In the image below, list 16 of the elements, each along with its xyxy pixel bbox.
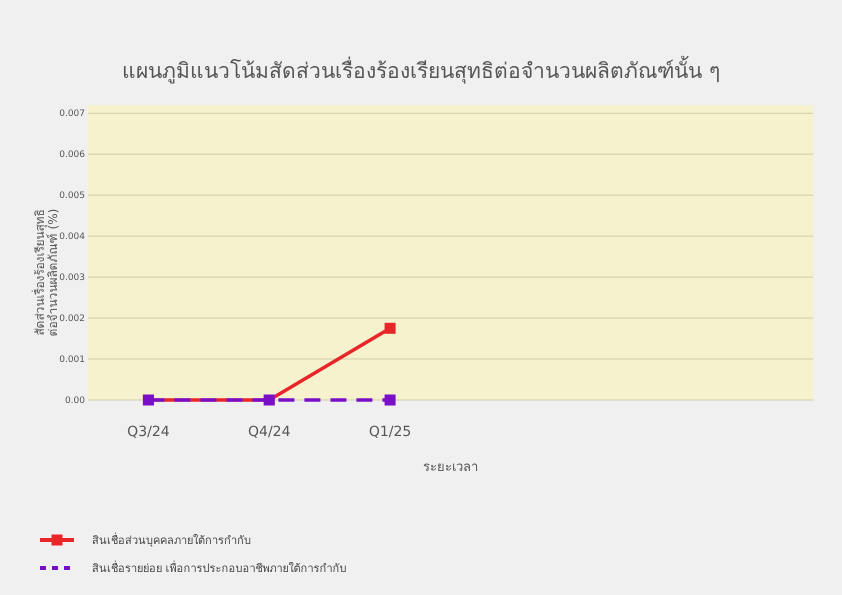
y-tick-label: 0.006 bbox=[59, 150, 86, 160]
y-axis-title: สัดส่วนเรื่องร้องเรียนสุทธิ ต่อจำนวนผลิตภัณฑ์ (%) bbox=[31, 208, 60, 336]
y-tick-label: 0.004 bbox=[59, 232, 86, 242]
y-tick-label: 0.00 bbox=[64, 396, 86, 406]
x-tick-label: Q1/25 bbox=[368, 424, 412, 440]
legend-label: สินเชื่อรายย่อย เพื่อการประกอบอาชีพภายใต้การกำกับ bbox=[92, 560, 346, 575]
x-tick-label: Q4/24 bbox=[248, 424, 291, 440]
y-tick-label: 0.005 bbox=[59, 191, 85, 202]
y-tick-label: 0.001 bbox=[59, 355, 85, 366]
x-axis-title: ระยะเวลา bbox=[423, 460, 478, 475]
y-tick-label: 0.003 bbox=[59, 273, 85, 284]
legend-label: สินเชื่อส่วนบุคคลภายใต้การกำกับ bbox=[92, 532, 251, 547]
x-tick-label: Q3/24 bbox=[127, 424, 170, 440]
y-tick-label: 0.002 bbox=[59, 314, 85, 324]
chart-title: แผนภูมิแนวโน้มสัดส่วนเรื่องร้องเรียนสุทธิต่อจำนวนผลิตภัณฑ์นั้น ๆ bbox=[122, 56, 720, 84]
y-tick-label: 0.007 bbox=[59, 109, 85, 120]
